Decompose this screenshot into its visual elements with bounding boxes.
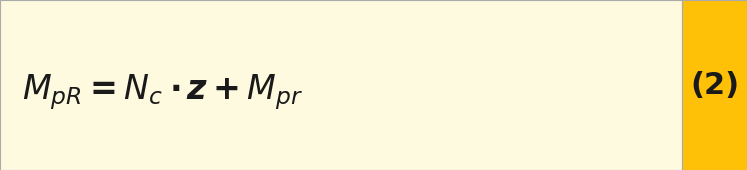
Bar: [682, 0, 747, 170]
Text: (2): (2): [690, 71, 739, 99]
Text: $\boldsymbol{M_{pR} = N_c \cdot z + M_{pr}}$: $\boldsymbol{M_{pR} = N_c \cdot z + M_{p…: [22, 72, 303, 112]
Bar: [682, 0, 747, 170]
